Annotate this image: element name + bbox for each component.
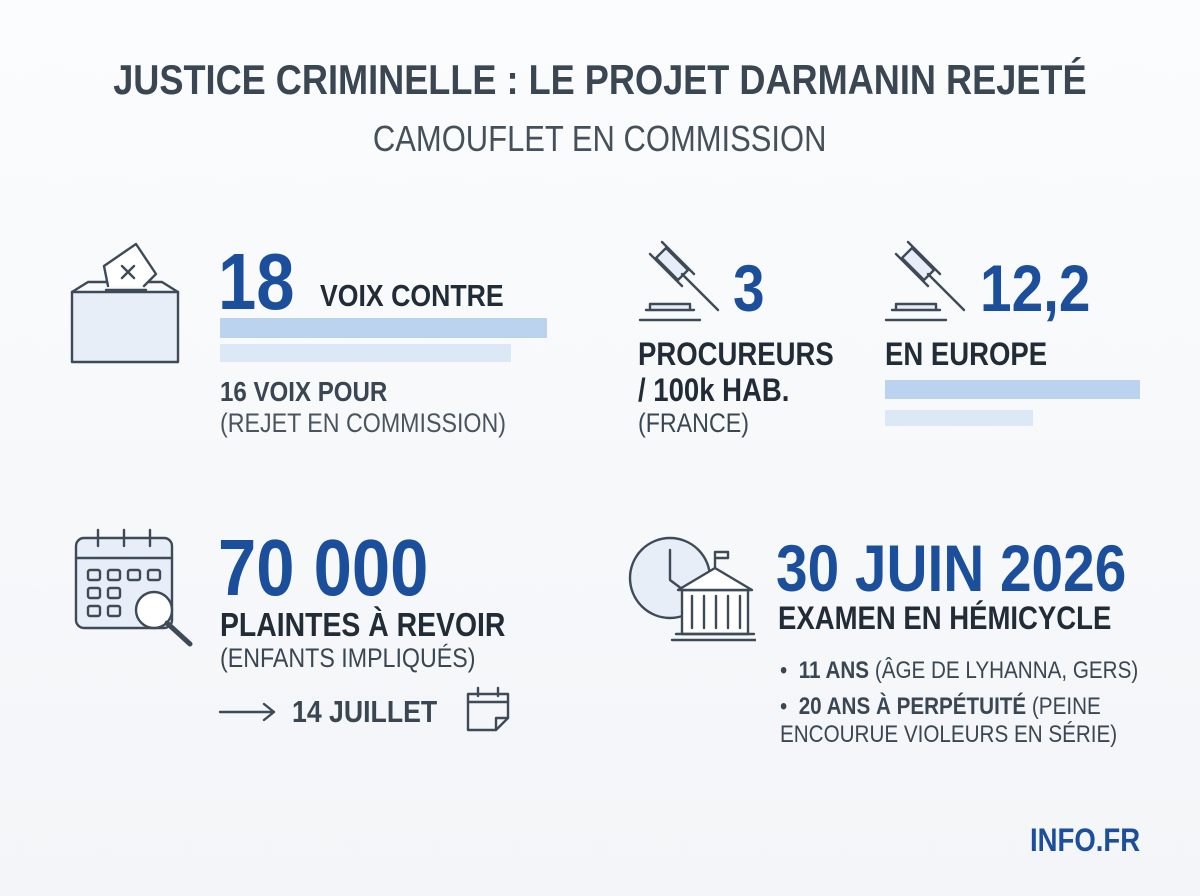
hemicycle-date-text: 30 JUIN 2026 xyxy=(776,531,1127,605)
complaints-note-text: (ENFANTS IMPLIQUÉS) xyxy=(220,643,476,673)
complaints-note: (ENFANTS IMPLIQUÉS) xyxy=(220,643,517,674)
subtitle: CAMOUFLET EN COMMISSION xyxy=(373,118,827,159)
votes-against-number: 18 xyxy=(218,237,295,326)
bullet-rest: (ÂGE DE LYHANNA, GERS) xyxy=(874,657,1139,684)
france-note-text: (FRANCE) xyxy=(638,408,749,438)
votes-against-bar xyxy=(220,318,547,338)
calendar-icon xyxy=(74,528,193,647)
europe-label: EN EUROPE xyxy=(885,336,1073,373)
votes-for-number: 16 xyxy=(220,376,247,407)
subtitle-wrap: CAMOUFLET EN COMMISSION xyxy=(0,118,1200,160)
france-note: (FRANCE) xyxy=(638,408,767,439)
votes-against-value: 18 xyxy=(218,236,307,328)
complaints-number: 70 000 xyxy=(218,523,429,612)
france-label2: / 100k HAB. xyxy=(638,372,814,409)
europe-number: 12,2 xyxy=(980,251,1091,325)
gavel-icon xyxy=(884,240,966,322)
france-number: 3 xyxy=(733,251,765,325)
complaints-label-text: PLAINTES À REVOIR xyxy=(220,606,506,643)
ballot-icon xyxy=(70,242,180,364)
france-label1: PROCUREURS xyxy=(638,336,866,373)
france-label1-text: PROCUREURS xyxy=(638,336,834,372)
bullet-bold: 20 ANS À PERPÉTUITÉ xyxy=(798,693,1027,720)
arrow-icon xyxy=(218,702,276,722)
bullet-rest: (PEINE ENCOURUE VIOLEURS EN SÉRIE) xyxy=(780,693,1118,748)
votes-for-bar xyxy=(220,344,511,362)
france-value: 3 xyxy=(733,250,770,326)
europe-value: 12,2 xyxy=(980,250,1108,326)
votes-for-text: 16 VOIX POUR xyxy=(220,376,387,408)
bullet-text: • 11 ANS (ÂGE DE LYHANNA, GERS) xyxy=(780,657,1139,684)
votes-note-text: (REJET EN COMMISSION) xyxy=(220,408,506,438)
votes-against-text: VOIX CONTRE xyxy=(320,278,504,313)
deadline: 14 JUILLET xyxy=(292,694,461,730)
brand: INFO.FR xyxy=(1030,822,1158,859)
brand-text: INFO.FR xyxy=(1030,822,1141,858)
bullet-bold: 11 ANS xyxy=(798,657,870,684)
clock-building-icon xyxy=(628,536,756,642)
title: JUSTICE CRIMINELLE : LE PROJET DARMANIN … xyxy=(113,56,1087,103)
hemicycle-label: EXAMEN EN HÉMICYCLE xyxy=(778,600,1166,637)
bullet: • 11 ANS (ÂGE DE LYHANNA, GERS) xyxy=(780,657,1200,685)
complaints-label: PLAINTES À REVOIR xyxy=(220,606,552,644)
bullet-text: • 20 ANS À PERPÉTUITÉ (PEINE ENCOURUE VI… xyxy=(780,693,1118,748)
bullet-list: • 11 ANS (ÂGE DE LYHANNA, GERS) • 20 ANS… xyxy=(780,657,1200,749)
decor-bar xyxy=(885,380,1140,399)
votes-note: (REJET EN COMMISSION) xyxy=(220,408,553,439)
hemicycle-date: 30 JUIN 2026 xyxy=(776,530,1183,606)
votes-for-label: VOIX POUR xyxy=(253,376,388,407)
france-label2-text: / 100k HAB. xyxy=(638,372,790,408)
bullet: • 20 ANS À PERPÉTUITÉ (PEINE ENCOURUE VI… xyxy=(780,693,1200,749)
deadline-text: 14 JUILLET xyxy=(292,694,438,729)
small-calendar-icon xyxy=(466,686,510,732)
decor-bar xyxy=(885,410,1033,426)
hemicycle-label-text: EXAMEN EN HÉMICYCLE xyxy=(778,600,1112,636)
gavel-icon xyxy=(638,240,720,322)
complaints-value: 70 000 xyxy=(218,522,463,614)
votes-for: 16 VOIX POUR xyxy=(220,376,415,408)
title-wrap: JUSTICE CRIMINELLE : LE PROJET DARMANIN … xyxy=(0,56,1200,104)
europe-label-text: EN EUROPE xyxy=(885,336,1048,372)
votes-against-label: VOIX CONTRE xyxy=(320,278,534,314)
